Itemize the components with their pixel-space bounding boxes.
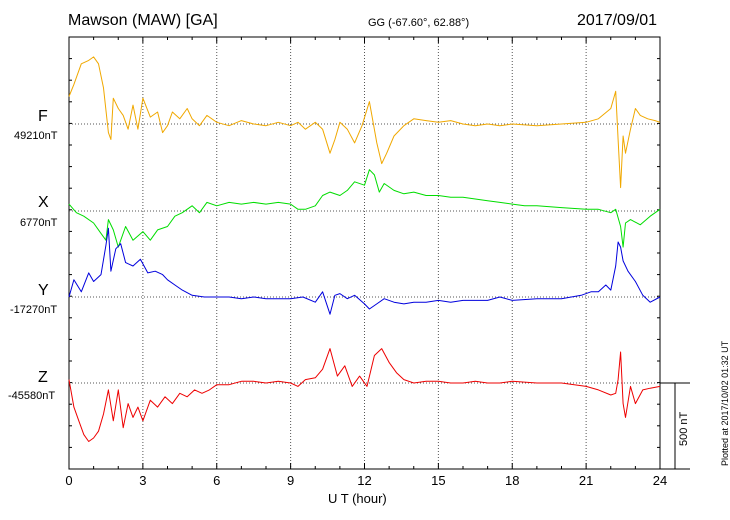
series-line-Z — [68, 348, 661, 442]
x-tick-label-0: 0 — [65, 473, 72, 488]
baseline-label-Z: -45580nT — [8, 390, 56, 402]
x-tick-label-18: 18 — [505, 473, 519, 488]
baseline-label-Y: -17270nT — [10, 304, 58, 316]
x-tick-label-21: 21 — [579, 473, 593, 488]
series-label-X: X — [38, 194, 49, 211]
plotted-timestamp: Plotted at 2017/10/02 01:32 UT — [720, 340, 730, 466]
scale-bar-label: 500 nT — [678, 411, 690, 446]
x-tick-label-3: 3 — [139, 473, 146, 488]
series-line-Y — [68, 227, 661, 315]
x-tick-label-24: 24 — [653, 473, 667, 488]
x-tick-label-12: 12 — [357, 473, 371, 488]
geographic-coordinates: GG (-67.60°, 62.88°) — [368, 17, 470, 29]
x-tick-label-6: 6 — [213, 473, 220, 488]
series-line-X — [68, 169, 661, 248]
series-line-F — [68, 56, 661, 189]
x-tick-label-15: 15 — [431, 473, 445, 488]
series-label-Z: Z — [38, 369, 48, 386]
x-tick-label-9: 9 — [287, 473, 294, 488]
plot-date: 2017/09/01 — [577, 12, 658, 29]
series-label-F: F — [38, 108, 48, 125]
series-label-Y: Y — [38, 282, 49, 299]
x-axis-label: U T (hour) — [328, 491, 387, 506]
baseline-label-X: 6770nT — [20, 217, 58, 229]
station-title: Mawson (MAW) [GA] — [68, 12, 218, 29]
baseline-label-F: 49210nT — [14, 130, 58, 142]
